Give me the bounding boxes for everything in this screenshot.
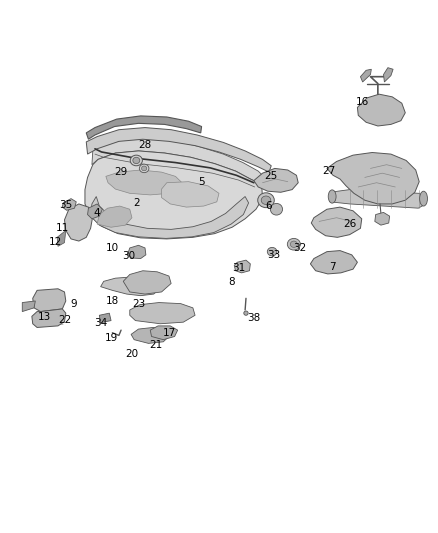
Polygon shape bbox=[384, 68, 393, 82]
Text: 20: 20 bbox=[125, 349, 138, 359]
Polygon shape bbox=[375, 213, 390, 225]
Text: 34: 34 bbox=[94, 318, 107, 328]
Ellipse shape bbox=[141, 166, 147, 171]
Text: 10: 10 bbox=[106, 243, 119, 253]
Ellipse shape bbox=[267, 247, 277, 256]
Ellipse shape bbox=[420, 191, 427, 206]
Polygon shape bbox=[33, 289, 66, 312]
Text: 38: 38 bbox=[247, 313, 261, 323]
Text: 23: 23 bbox=[132, 298, 145, 309]
Text: 25: 25 bbox=[265, 172, 278, 181]
Text: 28: 28 bbox=[138, 140, 152, 150]
Polygon shape bbox=[32, 309, 66, 327]
Text: 21: 21 bbox=[149, 340, 162, 350]
Polygon shape bbox=[22, 301, 35, 312]
Polygon shape bbox=[311, 251, 357, 274]
Polygon shape bbox=[162, 182, 219, 207]
Polygon shape bbox=[357, 94, 405, 126]
Polygon shape bbox=[57, 230, 66, 246]
Text: 11: 11 bbox=[56, 223, 69, 233]
Ellipse shape bbox=[290, 241, 297, 247]
Text: 2: 2 bbox=[133, 198, 140, 208]
Polygon shape bbox=[254, 168, 298, 192]
Text: 30: 30 bbox=[122, 251, 135, 261]
Text: 26: 26 bbox=[343, 219, 356, 229]
Polygon shape bbox=[62, 199, 76, 211]
Text: 27: 27 bbox=[322, 166, 336, 176]
Polygon shape bbox=[234, 260, 251, 273]
Polygon shape bbox=[97, 206, 132, 227]
Polygon shape bbox=[101, 277, 160, 296]
Text: 31: 31 bbox=[232, 263, 245, 272]
Text: 29: 29 bbox=[114, 167, 128, 177]
Text: 12: 12 bbox=[49, 237, 63, 247]
Polygon shape bbox=[86, 116, 201, 139]
Text: 35: 35 bbox=[59, 200, 72, 210]
Text: 22: 22 bbox=[58, 314, 71, 325]
Polygon shape bbox=[330, 190, 426, 208]
Ellipse shape bbox=[287, 238, 300, 250]
Ellipse shape bbox=[261, 196, 271, 205]
Ellipse shape bbox=[133, 157, 140, 164]
Polygon shape bbox=[85, 151, 262, 239]
Polygon shape bbox=[327, 152, 419, 204]
Polygon shape bbox=[150, 326, 178, 340]
Ellipse shape bbox=[130, 155, 142, 166]
Polygon shape bbox=[106, 170, 182, 195]
Ellipse shape bbox=[139, 164, 149, 173]
Text: 6: 6 bbox=[266, 200, 272, 211]
Text: 33: 33 bbox=[267, 250, 280, 260]
Text: 17: 17 bbox=[162, 328, 176, 338]
Text: 9: 9 bbox=[70, 298, 77, 309]
Text: 5: 5 bbox=[198, 176, 205, 187]
Ellipse shape bbox=[244, 311, 248, 316]
Text: 16: 16 bbox=[356, 97, 369, 107]
Polygon shape bbox=[123, 271, 171, 294]
Polygon shape bbox=[86, 127, 271, 172]
Polygon shape bbox=[131, 327, 171, 343]
Text: 19: 19 bbox=[104, 333, 118, 343]
Polygon shape bbox=[99, 313, 111, 322]
Polygon shape bbox=[360, 69, 371, 82]
Ellipse shape bbox=[258, 193, 274, 208]
Text: 18: 18 bbox=[106, 296, 119, 306]
Text: 32: 32 bbox=[293, 243, 306, 253]
Ellipse shape bbox=[270, 204, 283, 215]
Polygon shape bbox=[127, 245, 146, 259]
Text: 7: 7 bbox=[329, 262, 336, 271]
Polygon shape bbox=[88, 204, 102, 219]
Text: 8: 8 bbox=[229, 277, 235, 287]
Polygon shape bbox=[92, 138, 265, 184]
Polygon shape bbox=[130, 303, 195, 324]
Text: 4: 4 bbox=[94, 208, 100, 219]
Polygon shape bbox=[91, 197, 249, 238]
Ellipse shape bbox=[328, 190, 336, 203]
Polygon shape bbox=[64, 204, 93, 241]
Polygon shape bbox=[311, 207, 362, 237]
Text: 13: 13 bbox=[38, 312, 52, 322]
